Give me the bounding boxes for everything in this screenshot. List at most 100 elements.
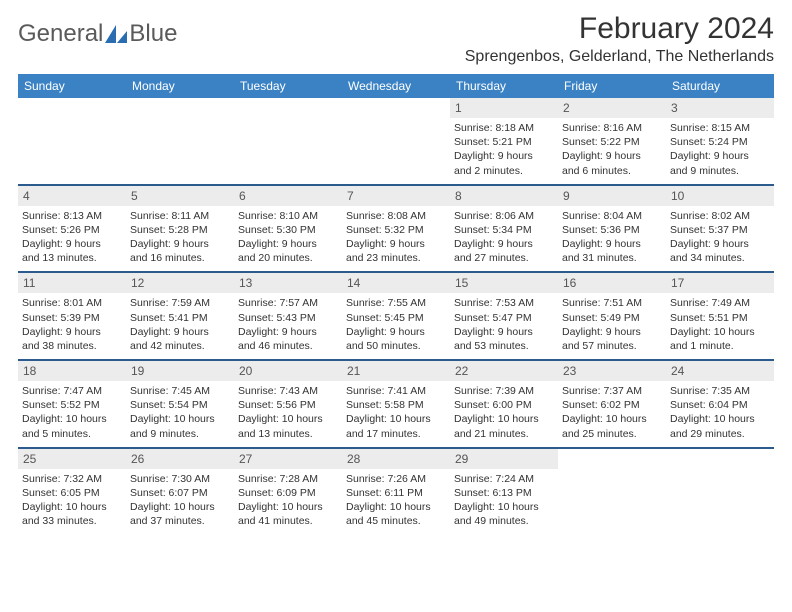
day-number: 12 [126, 273, 234, 293]
day-number: 6 [234, 186, 342, 206]
daylight-line-label: Daylight: [454, 413, 498, 425]
daylight-line-label: Daylight: [238, 413, 282, 425]
day-number [126, 98, 234, 118]
daylight-line2: and 45 minutes. [346, 514, 446, 528]
calendar-day: 12Sunrise: 7:59 AMSunset: 5:41 PMDayligh… [126, 273, 234, 359]
sunset-line-value: 5:39 PM [61, 312, 100, 324]
calendar-day: 1Sunrise: 8:18 AMSunset: 5:21 PMDaylight… [450, 98, 558, 184]
sunrise-line-value: 7:35 AM [711, 385, 750, 397]
daylight-line: Daylight: 9 hours [454, 325, 554, 339]
daylight-line2: and 5 minutes. [22, 427, 122, 441]
daylight-line: Daylight: 10 hours [454, 500, 554, 514]
sunset-line-value: 5:36 PM [601, 224, 640, 236]
sunrise-line-label: Sunrise: [22, 297, 63, 309]
sunset-line-label: Sunset: [346, 487, 385, 499]
sunrise-line-label: Sunrise: [454, 210, 495, 222]
sunrise-line-label: Sunrise: [454, 297, 495, 309]
sunset-line-label: Sunset: [238, 224, 277, 236]
daylight-line2: and 57 minutes. [562, 339, 662, 353]
day-info: Sunrise: 7:47 AMSunset: 5:52 PMDaylight:… [22, 384, 122, 441]
day-number: 28 [342, 449, 450, 469]
sunset-line-label: Sunset: [454, 224, 493, 236]
daylight-line-value: 10 hours [390, 413, 431, 425]
sunset-line-label: Sunset: [454, 136, 493, 148]
daylight-line: Daylight: 9 hours [562, 149, 662, 163]
daylight-line: Daylight: 9 hours [670, 149, 770, 163]
sunrise-line-value: 7:51 AM [603, 297, 642, 309]
daylight-line2-value: and 34 minutes. [670, 252, 745, 264]
sunset-line-value: 5:34 PM [493, 224, 532, 236]
daylight-line-label: Daylight: [346, 501, 390, 513]
day-number: 9 [558, 186, 666, 206]
calendar-day: 17Sunrise: 7:49 AMSunset: 5:51 PMDayligh… [666, 273, 774, 359]
calendar-day: 7Sunrise: 8:08 AMSunset: 5:32 PMDaylight… [342, 186, 450, 272]
page-title: February 2024 [465, 12, 774, 46]
sunrise-line: Sunrise: 7:30 AM [130, 472, 230, 486]
daylight-line-value: 9 hours [714, 238, 749, 250]
day-number [342, 98, 450, 118]
daylight-line-label: Daylight: [562, 150, 606, 162]
sunrise-line-value: 7:37 AM [603, 385, 642, 397]
day-info: Sunrise: 7:53 AMSunset: 5:47 PMDaylight:… [454, 296, 554, 353]
title-block: February 2024 Sprengenbos, Gelderland, T… [465, 12, 774, 66]
sunrise-line: Sunrise: 7:32 AM [22, 472, 122, 486]
day-info: Sunrise: 8:18 AMSunset: 5:21 PMDaylight:… [454, 121, 554, 178]
sunrise-line-label: Sunrise: [346, 385, 387, 397]
daylight-line-value: 10 hours [498, 501, 539, 513]
sunset-line: Sunset: 5:34 PM [454, 223, 554, 237]
calendar-day: 25Sunrise: 7:32 AMSunset: 6:05 PMDayligh… [18, 449, 126, 535]
daylight-line2-value: and 23 minutes. [346, 252, 421, 264]
sunrise-line: Sunrise: 7:43 AM [238, 384, 338, 398]
sunset-line: Sunset: 5:54 PM [130, 398, 230, 412]
daylight-line-value: 9 hours [174, 326, 209, 338]
calendar-day: 19Sunrise: 7:45 AMSunset: 5:54 PMDayligh… [126, 361, 234, 447]
day-header: Tuesday [234, 74, 342, 98]
sunset-line: Sunset: 5:37 PM [670, 223, 770, 237]
daylight-line: Daylight: 9 hours [454, 237, 554, 251]
daylight-line2-value: and 49 minutes. [454, 515, 529, 527]
daylight-line-label: Daylight: [238, 501, 282, 513]
sunset-line-value: 6:07 PM [169, 487, 208, 499]
sunset-line-label: Sunset: [22, 487, 61, 499]
sunrise-line-value: 7:30 AM [171, 473, 210, 485]
calendar-header-row: SundayMondayTuesdayWednesdayThursdayFrid… [18, 74, 774, 98]
day-number: 2 [558, 98, 666, 118]
day-info: Sunrise: 7:24 AMSunset: 6:13 PMDaylight:… [454, 472, 554, 529]
sunset-line-value: 5:43 PM [277, 312, 316, 324]
sunrise-line: Sunrise: 7:37 AM [562, 384, 662, 398]
sunrise-line-value: 8:13 AM [63, 210, 102, 222]
daylight-line-value: 9 hours [498, 238, 533, 250]
daylight-line2-value: and 46 minutes. [238, 340, 313, 352]
sunrise-line-label: Sunrise: [670, 385, 711, 397]
sunrise-line-label: Sunrise: [130, 473, 171, 485]
sunset-line-label: Sunset: [130, 487, 169, 499]
sunrise-line-value: 7:55 AM [387, 297, 426, 309]
sunset-line: Sunset: 5:45 PM [346, 311, 446, 325]
sunrise-line-value: 7:41 AM [387, 385, 426, 397]
sunset-line: Sunset: 5:30 PM [238, 223, 338, 237]
daylight-line2: and 31 minutes. [562, 251, 662, 265]
sunrise-line-label: Sunrise: [130, 385, 171, 397]
sunrise-line: Sunrise: 7:51 AM [562, 296, 662, 310]
daylight-line2: and 20 minutes. [238, 251, 338, 265]
daylight-line-label: Daylight: [130, 501, 174, 513]
daylight-line-value: 9 hours [282, 238, 317, 250]
sunset-line: Sunset: 5:43 PM [238, 311, 338, 325]
calendar-day: 27Sunrise: 7:28 AMSunset: 6:09 PMDayligh… [234, 449, 342, 535]
sunset-line-value: 6:11 PM [385, 487, 423, 499]
daylight-line2-value: and 20 minutes. [238, 252, 313, 264]
daylight-line: Daylight: 9 hours [346, 325, 446, 339]
calendar-week: 11Sunrise: 8:01 AMSunset: 5:39 PMDayligh… [18, 273, 774, 361]
daylight-line2-value: and 38 minutes. [22, 340, 97, 352]
sunset-line-value: 6:00 PM [493, 399, 532, 411]
day-number: 29 [450, 449, 558, 469]
daylight-line2-value: and 25 minutes. [562, 428, 637, 440]
daylight-line: Daylight: 10 hours [670, 412, 770, 426]
daylight-line-value: 9 hours [174, 238, 209, 250]
daylight-line-label: Daylight: [22, 501, 66, 513]
sunset-line-value: 5:47 PM [493, 312, 532, 324]
sunrise-line-value: 8:04 AM [603, 210, 642, 222]
sunrise-line-value: 8:10 AM [279, 210, 318, 222]
sunset-line-value: 5:54 PM [169, 399, 208, 411]
sunset-line-label: Sunset: [346, 312, 385, 324]
